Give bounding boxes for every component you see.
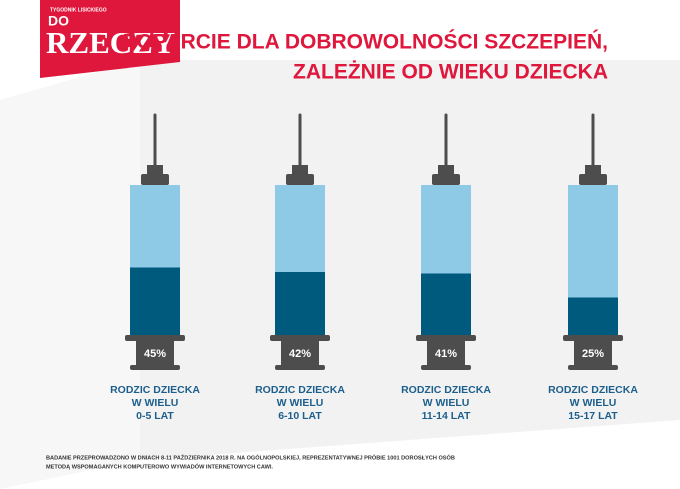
- chart-title: ZALEŻNIE OD WIEKU DZIECKA: [293, 61, 608, 84]
- footnote: METODĄ WSPOMAGANYCH KOMPUTEROWO WYWIADÓW…: [46, 462, 273, 470]
- chart-title: POPARCIE DLA DOBROWOLNOŚCI SZCZEPIEŃ,: [123, 30, 608, 54]
- category-label: RODZIC DZIECKA: [255, 384, 345, 396]
- flange: [270, 335, 330, 341]
- hub: [432, 174, 460, 185]
- plunger-end: [568, 365, 618, 370]
- hub: [438, 165, 454, 175]
- category-label: 6-10 LAT: [278, 410, 322, 422]
- hub: [286, 174, 314, 185]
- category-label: RODZIC DZIECKA: [110, 384, 200, 396]
- logo-do: DO: [48, 13, 69, 29]
- fill-bar: [275, 272, 325, 335]
- logo-box: [40, 0, 180, 78]
- category-label: W WIELU: [570, 397, 617, 409]
- hub: [585, 165, 601, 175]
- category-label: 0-5 LAT: [136, 410, 174, 422]
- value-label: 41%: [435, 348, 457, 360]
- background-shape: [0, 60, 140, 489]
- category-label: RODZIC DZIECKA: [548, 384, 638, 396]
- category-label: W WIELU: [132, 397, 179, 409]
- plunger: [281, 341, 319, 367]
- flange: [563, 335, 623, 341]
- logo-top: TYGODNIK LISICKIEGO: [50, 7, 107, 13]
- category-label: W WIELU: [277, 397, 324, 409]
- flange: [416, 335, 476, 341]
- background-shape: [140, 60, 680, 460]
- footnote: BADANIE PRZEPROWADZONO W DNIACH 8-11 PAŹ…: [46, 453, 455, 461]
- category-label: RODZIC DZIECKA: [401, 384, 491, 396]
- hub: [579, 174, 607, 185]
- category-label: 15-17 LAT: [568, 410, 618, 422]
- plunger: [427, 341, 465, 367]
- hub: [292, 165, 308, 175]
- fill-bar: [130, 267, 180, 335]
- plunger-end: [130, 365, 180, 370]
- value-label: 45%: [144, 348, 166, 360]
- value-label: 25%: [582, 348, 604, 360]
- hub: [147, 165, 163, 175]
- plunger: [136, 341, 174, 367]
- category-label: 11-14 LAT: [422, 410, 471, 422]
- category-label: W WIELU: [423, 397, 470, 409]
- plunger-end: [275, 365, 325, 370]
- fill-bar: [568, 297, 618, 335]
- hub: [141, 174, 169, 185]
- value-label: 42%: [289, 348, 311, 360]
- plunger-end: [421, 365, 471, 370]
- fill-bar: [421, 273, 471, 335]
- flange: [125, 335, 185, 341]
- plunger: [574, 341, 612, 367]
- logo-name: RZECZY: [46, 25, 175, 60]
